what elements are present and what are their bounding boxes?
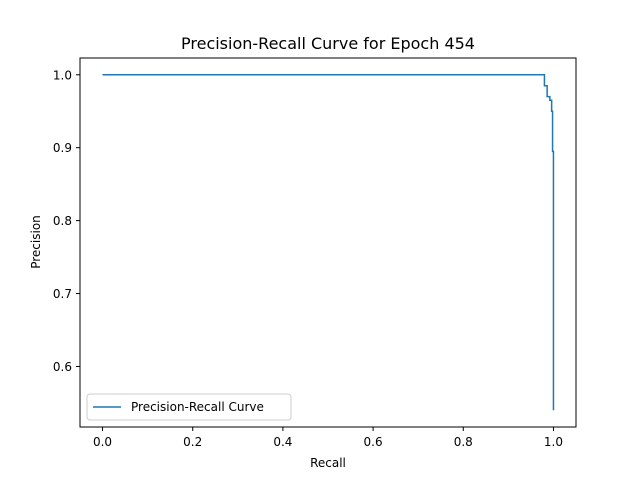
x-axis-label: Recall	[310, 456, 346, 470]
y-axis-label: Precision	[29, 215, 43, 269]
legend-label: Precision-Recall Curve	[131, 400, 264, 414]
y-tick-label: 0.7	[53, 287, 72, 301]
x-tick-label: 0.8	[454, 435, 473, 449]
y-tick-label: 1.0	[53, 68, 72, 82]
y-tick-label: 0.8	[53, 214, 72, 228]
legend-box	[86, 393, 292, 421]
chart-title: Precision-Recall Curve for Epoch 454	[181, 34, 475, 53]
x-tick-label: 0.6	[364, 435, 383, 449]
y-tick-label: 0.6	[53, 360, 72, 374]
x-tick-label: 0.4	[273, 435, 292, 449]
plot-frame	[79, 57, 577, 428]
y-tick-label: 0.9	[53, 141, 72, 155]
x-tick-label: 0.2	[183, 435, 202, 449]
legend: Precision-Recall Curve	[86, 393, 292, 421]
x-tick-label: 0.0	[93, 435, 112, 449]
pr-curve-line	[102, 74, 555, 411]
x-tick-label: 1.0	[544, 435, 563, 449]
